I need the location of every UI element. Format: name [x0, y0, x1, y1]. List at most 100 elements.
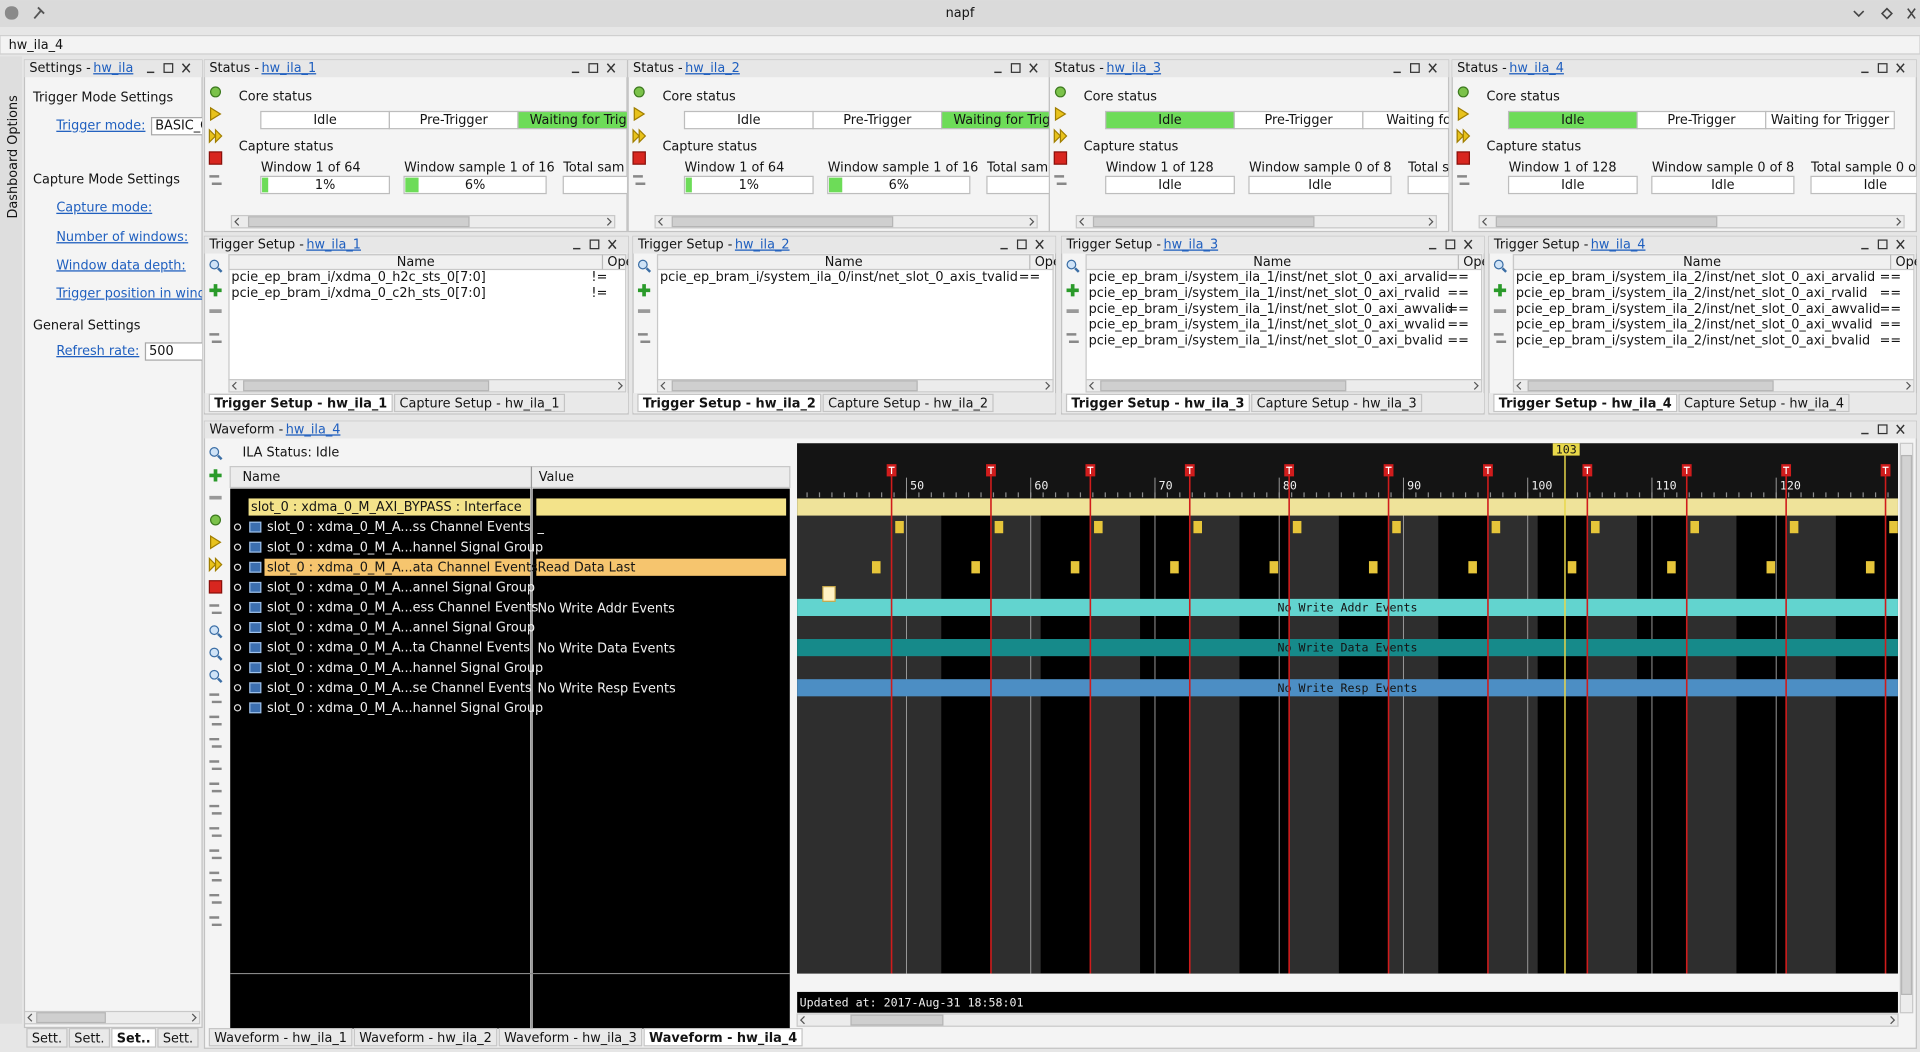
toolbar-button[interactable]	[209, 693, 222, 704]
scrollbar-thumb[interactable]	[1527, 380, 1774, 392]
maximize-button[interactable]	[1877, 63, 1888, 73]
text-input[interactable]	[150, 117, 225, 136]
tab-label[interactable]: Trigger Setup - hw_ila_1	[214, 397, 387, 412]
maximize-button[interactable]	[1877, 239, 1888, 250]
tab[interactable]	[822, 393, 994, 413]
panel-link[interactable]: hw_ila_3	[1106, 61, 1161, 76]
toolbar-button[interactable]	[209, 715, 222, 726]
maximize-button[interactable]	[163, 63, 174, 73]
toolbar-button[interactable]	[1053, 151, 1068, 165]
tab-label[interactable]: Capture Setup - hw_ila_4	[1684, 397, 1844, 412]
signal-name[interactable]: slot_0 : xdma_0_M_A...annel Signal Group	[267, 580, 535, 595]
tab[interactable]	[1251, 393, 1423, 413]
scrollbar-thumb[interactable]	[1092, 216, 1315, 228]
signal-name[interactable]: slot_0 : xdma_0_M_AXI_BYPASS : Interface	[251, 500, 522, 515]
close-button[interactable]	[1035, 239, 1044, 250]
tab[interactable]	[353, 1028, 498, 1047]
expander[interactable]	[233, 643, 242, 652]
toolbar-button[interactable]	[632, 128, 647, 144]
toolbar-button[interactable]	[209, 647, 223, 661]
toolbar-button[interactable]	[1456, 128, 1471, 144]
tab[interactable]	[1493, 393, 1678, 413]
toolbar-button[interactable]	[632, 151, 646, 165]
close-button[interactable]	[1896, 63, 1905, 73]
setting-link[interactable]: Trigger position in wind	[55, 286, 206, 301]
toolbar-button[interactable]	[209, 782, 222, 793]
tab-label[interactable]: Sett.	[32, 1032, 62, 1047]
toolbar-button[interactable]	[209, 849, 222, 860]
signal-name[interactable]: slot_0 : xdma_0_M_A...annel Signal Group	[267, 621, 535, 636]
tab-label[interactable]: Sett.	[163, 1032, 193, 1047]
maximize-button[interactable]	[1410, 63, 1420, 73]
tab-label[interactable]: Waveform - hw_ila_2	[359, 1031, 492, 1046]
panel-link[interactable]: hw_ila_2	[685, 61, 740, 76]
tab[interactable]	[111, 1028, 157, 1048]
close-button[interactable]	[1896, 424, 1905, 435]
toolbar-button[interactable]	[1054, 86, 1066, 98]
expander[interactable]	[233, 684, 242, 692]
toolbar-button[interactable]	[1054, 175, 1067, 185]
tab[interactable]	[208, 393, 393, 413]
tab-label[interactable]: Sett.	[74, 1032, 104, 1047]
toolbar-button[interactable]	[210, 106, 222, 122]
window-minimize[interactable]	[1853, 10, 1865, 18]
toolbar-button[interactable]	[210, 86, 222, 98]
setting-link[interactable]: Refresh rate:	[56, 344, 139, 359]
toolbar-button[interactable]	[210, 535, 222, 550]
tab[interactable]	[1678, 393, 1850, 413]
maximize-button[interactable]	[1010, 63, 1021, 73]
setting-link[interactable]: Number of windows:	[56, 230, 188, 245]
toolbar-button[interactable]	[1457, 86, 1469, 98]
toolbar-button[interactable]	[209, 916, 222, 927]
window-close[interactable]	[1907, 8, 1916, 19]
close-button[interactable]	[1428, 63, 1437, 73]
tab-label[interactable]: Waveform - hw_ila_3	[504, 1031, 637, 1046]
toolbar-button[interactable]	[1053, 128, 1068, 144]
expander[interactable]	[233, 623, 242, 632]
tab-label[interactable]: Capture Setup - hw_ila_1	[399, 397, 559, 412]
panel-link[interactable]: hw_ila_2	[735, 237, 790, 252]
expander[interactable]	[233, 523, 242, 531]
maximize-button[interactable]	[1445, 239, 1456, 250]
signal-name[interactable]: slot_0 : xdma_0_M_A...ss Channel Events	[267, 520, 531, 535]
tab-label[interactable]: Trigger Setup - hw_ila_3	[1071, 397, 1244, 412]
scrollbar-thumb[interactable]	[36, 1012, 106, 1024]
toolbar-button[interactable]	[209, 469, 222, 482]
toolbar-button[interactable]	[208, 556, 223, 573]
toolbar-button[interactable]	[1066, 259, 1080, 273]
signal-name[interactable]: slot_0 : xdma_0_M_A...hannel Signal Grou…	[267, 661, 543, 676]
toolbar-button[interactable]	[208, 580, 223, 594]
expander[interactable]	[233, 583, 242, 592]
toolbar-button[interactable]	[637, 333, 651, 343]
toolbar-button[interactable]	[208, 128, 223, 144]
expander[interactable]	[233, 704, 242, 712]
toolbar-button[interactable]	[210, 514, 222, 526]
toolbar-button[interactable]	[209, 333, 222, 343]
toolbar-button[interactable]	[209, 827, 222, 837]
tab-label[interactable]: Capture Setup - hw_ila_3	[1257, 397, 1417, 412]
toolbar-button[interactable]	[209, 259, 223, 273]
toolbar-button[interactable]	[209, 871, 222, 882]
tab-label[interactable]: Trigger Setup - hw_ila_4	[1499, 397, 1672, 412]
input-value[interactable]: BASIC_O	[155, 119, 210, 134]
close-button[interactable]	[1463, 239, 1473, 250]
tab[interactable]	[637, 393, 822, 413]
expander[interactable]	[233, 603, 242, 612]
toolbar-button[interactable]	[209, 604, 222, 615]
tab[interactable]	[208, 1028, 353, 1047]
setting-link[interactable]: Window data depth:	[56, 258, 185, 273]
toolbar-button[interactable]	[1493, 333, 1507, 343]
toolbar-button[interactable]	[1066, 333, 1079, 343]
toolbar-button[interactable]	[209, 893, 222, 904]
toolbar-button[interactable]	[209, 669, 223, 683]
maximize-button[interactable]	[588, 63, 599, 73]
signal-name[interactable]: slot_0 : xdma_0_M_A...ess Channel Events	[267, 601, 539, 616]
toolbar-button[interactable]	[633, 86, 645, 98]
expander[interactable]	[233, 563, 242, 571]
toolbar-button[interactable]	[209, 737, 222, 748]
signal-name[interactable]: slot_0 : xdma_0_M_A...ta Channel Events	[267, 641, 530, 656]
expander[interactable]	[233, 664, 242, 672]
maximize-button[interactable]	[589, 239, 600, 250]
panel-link[interactable]: hw_ila_1	[261, 61, 316, 76]
tab[interactable]	[157, 1028, 199, 1048]
